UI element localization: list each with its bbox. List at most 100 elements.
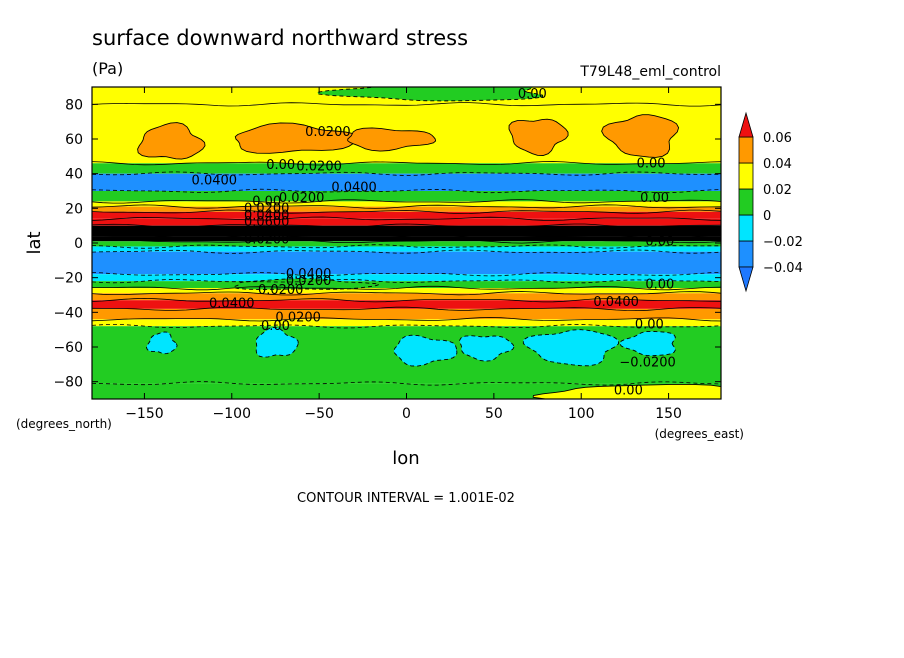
x-tick-label-6: 150 (655, 406, 682, 422)
anomaly-blob-0 (137, 122, 206, 160)
contour-label-7: 0.0200 (279, 191, 325, 206)
anomaly-blob-3 (508, 118, 569, 156)
y-axis-ticks: 80 60 40 20 0 −20 −40 −60 −80 (53, 97, 721, 391)
x-units-label: (degrees_east) (655, 427, 744, 441)
colorbar-swatch-1 (738, 214, 754, 242)
contour-label-5: 0.0400 (192, 174, 238, 189)
contour-label-18: 0.0200 (258, 283, 304, 298)
contour-label-13: 0.0400 (244, 227, 290, 242)
contour-label-14: 0.0200 (244, 233, 290, 248)
x-tick-label-4: 50 (485, 406, 503, 422)
contour-label-11: 0.0400 (244, 208, 290, 223)
zonal-band-2 (92, 163, 721, 174)
colorbar-label-4: −0.02 (763, 235, 803, 250)
colorbar-arrow-top (738, 111, 754, 138)
colorbar-label-1: 0.04 (763, 157, 792, 172)
contour-line-7 (92, 209, 721, 215)
x-axis-ticks: −150 −100 −50 0 50 100 150 (125, 87, 682, 422)
contour-line-11 (92, 239, 721, 244)
contour-label-8: 0.00 (252, 194, 281, 209)
anomaly-blob-7 (255, 326, 299, 358)
contour-label-22: 0.0200 (275, 311, 321, 326)
zonal-band-10 (92, 236, 721, 242)
colorbar-swatch-3 (738, 162, 754, 190)
zonal-band-18 (92, 300, 721, 309)
y-tick-label-1: 60 (65, 132, 83, 148)
anomaly-blob-8 (393, 334, 458, 367)
contour-line-1 (92, 102, 721, 107)
colorbar-label-5: −0.04 (763, 261, 803, 276)
contour-interval-note: CONTOUR INTERVAL = 1.001E-02 (297, 491, 515, 506)
x-tick-label-3: 0 (402, 406, 411, 422)
run-label: T79L48_eml_control (579, 64, 721, 80)
contour-line-9 (92, 223, 721, 228)
contour-label-4: 0.00 (637, 156, 666, 171)
anomaly-blob-10 (522, 329, 619, 367)
contour-line-10 (92, 233, 721, 239)
zonal-band-5 (92, 201, 721, 207)
colorbar-arrow-bottom (738, 266, 754, 293)
zonal-band-8 (92, 218, 721, 226)
contour-line-5 (92, 199, 721, 204)
chart-title: surface downward northward stress (92, 26, 468, 50)
zonal-band-19 (92, 308, 721, 320)
zonal-band-6 (92, 206, 721, 212)
contour-line-16 (92, 285, 721, 291)
anomaly-blob-2 (347, 127, 437, 152)
x-tick-label-1: −100 (213, 406, 251, 422)
zonal-band-9 (92, 225, 721, 237)
colorbar-swatch-0 (738, 240, 754, 268)
y-tick-label-2: 40 (65, 167, 83, 183)
anomaly-blob-4 (601, 114, 680, 158)
colorbar-swatch-2 (738, 188, 754, 216)
zonal-band-20 (92, 319, 721, 327)
zonal-band-13 (92, 251, 721, 275)
colorbar-label-3: 0 (763, 209, 771, 224)
contour-label-25: −0.0200 (619, 356, 675, 371)
anomaly-blob-1 (234, 122, 359, 154)
y-tick-label-6: −40 (53, 305, 83, 321)
contour-label-10: 0.0200 (244, 201, 290, 216)
contour-lines (92, 102, 721, 386)
contour-label-9: 0.00 (640, 191, 669, 206)
contour-label-23: 0.00 (261, 319, 290, 334)
y-tick-label-7: −60 (53, 340, 83, 356)
zonal-band-17 (92, 293, 721, 301)
x-tick-label-0: −150 (125, 406, 163, 422)
anomaly-blob-6 (146, 331, 178, 355)
contour-label-21: 0.0400 (593, 295, 639, 310)
contour-fill-bands (92, 87, 721, 399)
x-tick-label-2: −50 (304, 406, 334, 422)
contour-label-3: 0.0200 (296, 160, 342, 175)
y-tick-label-0: 80 (65, 97, 83, 113)
y-tick-label-3: 20 (65, 201, 83, 217)
x-axis-label: lon (392, 448, 419, 469)
x-tick-label-5: 100 (568, 406, 595, 422)
zonal-band-16 (92, 288, 721, 294)
contour-label-26: 0.00 (614, 383, 643, 398)
zonal-band-7 (92, 211, 721, 219)
contour-label-19: 0.00 (645, 278, 674, 293)
contour-line-17 (92, 291, 721, 296)
y-tick-label-5: −20 (53, 271, 83, 287)
contour-line-19 (92, 306, 721, 312)
contour-label-16: 0.0400 (286, 267, 332, 282)
contour-label-20: 0.0400 (209, 297, 255, 312)
contour-label-0: 0.00 (518, 87, 547, 102)
contour-label-6: 0.0400 (331, 181, 377, 196)
contour-line-6 (92, 204, 721, 209)
anomaly-blob-9 (459, 335, 515, 362)
units-label: (Pa) (92, 59, 123, 78)
colorbar-label-2: 0.02 (763, 183, 792, 198)
contour-line-20 (92, 317, 721, 322)
anomaly-blob-12 (532, 383, 721, 399)
zonal-band-14 (92, 274, 721, 282)
anomaly-blob-5 (316, 87, 544, 102)
contour-label-15: 0.00 (645, 234, 674, 249)
contour-label-24: 0.00 (635, 317, 664, 332)
anomaly-blob-11 (619, 330, 676, 357)
